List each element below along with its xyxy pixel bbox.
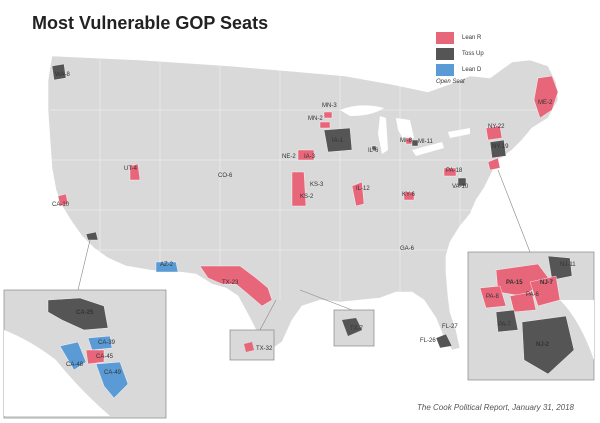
district-label-il-6: IL-6 [368,148,379,154]
district-label-mn-2: MN-2 [308,116,323,122]
district-label-ca-10: CA-10 [52,202,70,208]
district-mi-11 [411,139,419,147]
district-az-2 [155,261,179,273]
lean-r-districts [57,75,559,307]
legend-item: Lean R [436,31,586,45]
district-label-il-12: IL-12 [356,186,370,192]
district-label-tx-7: TX-7 [350,326,364,332]
legend-item: Toss Up [436,47,586,61]
district-label-ny-22: NY-22 [488,124,505,130]
district-va-10 [457,177,467,187]
district-pa-18 [443,167,457,177]
district-label-ca-48: CA-48 [66,362,84,368]
district-ia-3 [297,149,315,161]
district-ia-1 [323,127,353,153]
district-label-ks-2: KS-2 [300,194,314,200]
map-title: Most Vulnerable GOP Seats [32,13,269,33]
district-label-ut-4: UT-4 [124,166,138,172]
district-label-pa-15: PA-15 [506,280,523,286]
district-labels: WA-8 MN-3 MN-2 IA-1 IL-6 MI-8 MI-11 NY-22 NY-19 M… [52,72,576,376]
district-ut-4 [129,163,141,181]
lake-michigan [378,116,388,154]
district-label-ks-3: KS-3 [310,182,324,188]
legend-open-seat-label: Open Seat [436,79,465,85]
district-ca-10 [57,193,69,207]
district-label-ny-19: NY-19 [492,144,509,150]
northeast-inset [467,251,595,381]
district-label-tx-23: TX-23 [222,280,239,286]
district-il-6 [371,145,377,151]
texas-7-inset [333,309,375,347]
district-label-mi-8: MI-8 [400,138,413,144]
district-label-fl-27: FL-27 [442,324,458,330]
source-credit: The Cook Political Report, January 31, 2… [417,403,574,412]
district-label-va-10: VA-10 [452,184,469,190]
legend-item: Lean D [436,63,586,77]
legend: Lean R Toss Up Lean D Open Seat [436,31,586,85]
district-label-mi-11: MI-11 [418,139,434,145]
district-tx-23 [199,265,273,307]
district-ny-19 [489,139,507,159]
district-me-2 [533,75,559,119]
district-ny-22 [485,125,503,141]
district-wa-8 [51,63,67,81]
district-label-az-2: AZ-2 [160,262,174,268]
district-label-co-6: CO-6 [218,173,233,179]
lake-erie [412,142,444,156]
district-il-12 [351,181,365,207]
district-label-ia-3: IA-3 [304,154,316,160]
district-label-nj-11: NJ-11 [560,262,576,268]
district-label-pa-18: PA-18 [446,168,463,174]
district-label-nj-7: NJ-7 [540,280,554,286]
district-label-ca-45: CA-45 [96,354,114,360]
california-inset [3,289,167,419]
lake-superior [340,105,384,116]
district-ca-25 [85,231,99,241]
district-nj-area [487,157,501,171]
district-label-tx-32: TX-32 [256,346,273,352]
district-label-pa-6: PA-6 [526,292,540,298]
district-label-pa-7: PA-7 [498,322,512,328]
district-fl-26 [435,333,453,349]
toss-up-districts [51,63,507,349]
legend-label: Lean R [462,35,482,41]
district-label-ca-49: CA-49 [104,370,122,376]
legend-swatch [436,48,454,60]
district-ky-6 [403,191,415,201]
district-label-ca-25: CA-25 [76,310,94,316]
district-label-pa-8: PA-8 [486,294,500,300]
texas-32-inset [229,329,275,361]
district-label-nj-2: NJ-2 [536,342,550,348]
district-label-me-2: ME-2 [538,100,553,106]
district-ks-2 [291,171,307,207]
district-mn-3 [323,111,333,119]
district-label-ga-6: GA-6 [400,246,415,252]
legend-swatch [436,32,454,44]
legend-swatch [436,64,454,76]
district-label-fl-26: FL-26 [420,338,436,344]
district-boundaries [50,60,540,300]
inset-leader-lines [77,169,531,331]
district-label-mn-3: MN-3 [322,103,337,109]
lake-ontario [448,128,470,138]
legend-label: Toss Up [462,51,484,57]
district-label-wa-8: WA-8 [55,72,70,78]
legend-label: Lean D [462,67,482,73]
district-label-ia-1: IA-1 [332,138,344,144]
district-label-ky-6: KY-6 [402,192,415,198]
lake-huron [396,118,414,140]
district-label-ca-39: CA-39 [98,340,116,346]
district-label-ne-2: NE-2 [282,154,296,160]
district-mn-2 [319,121,331,129]
